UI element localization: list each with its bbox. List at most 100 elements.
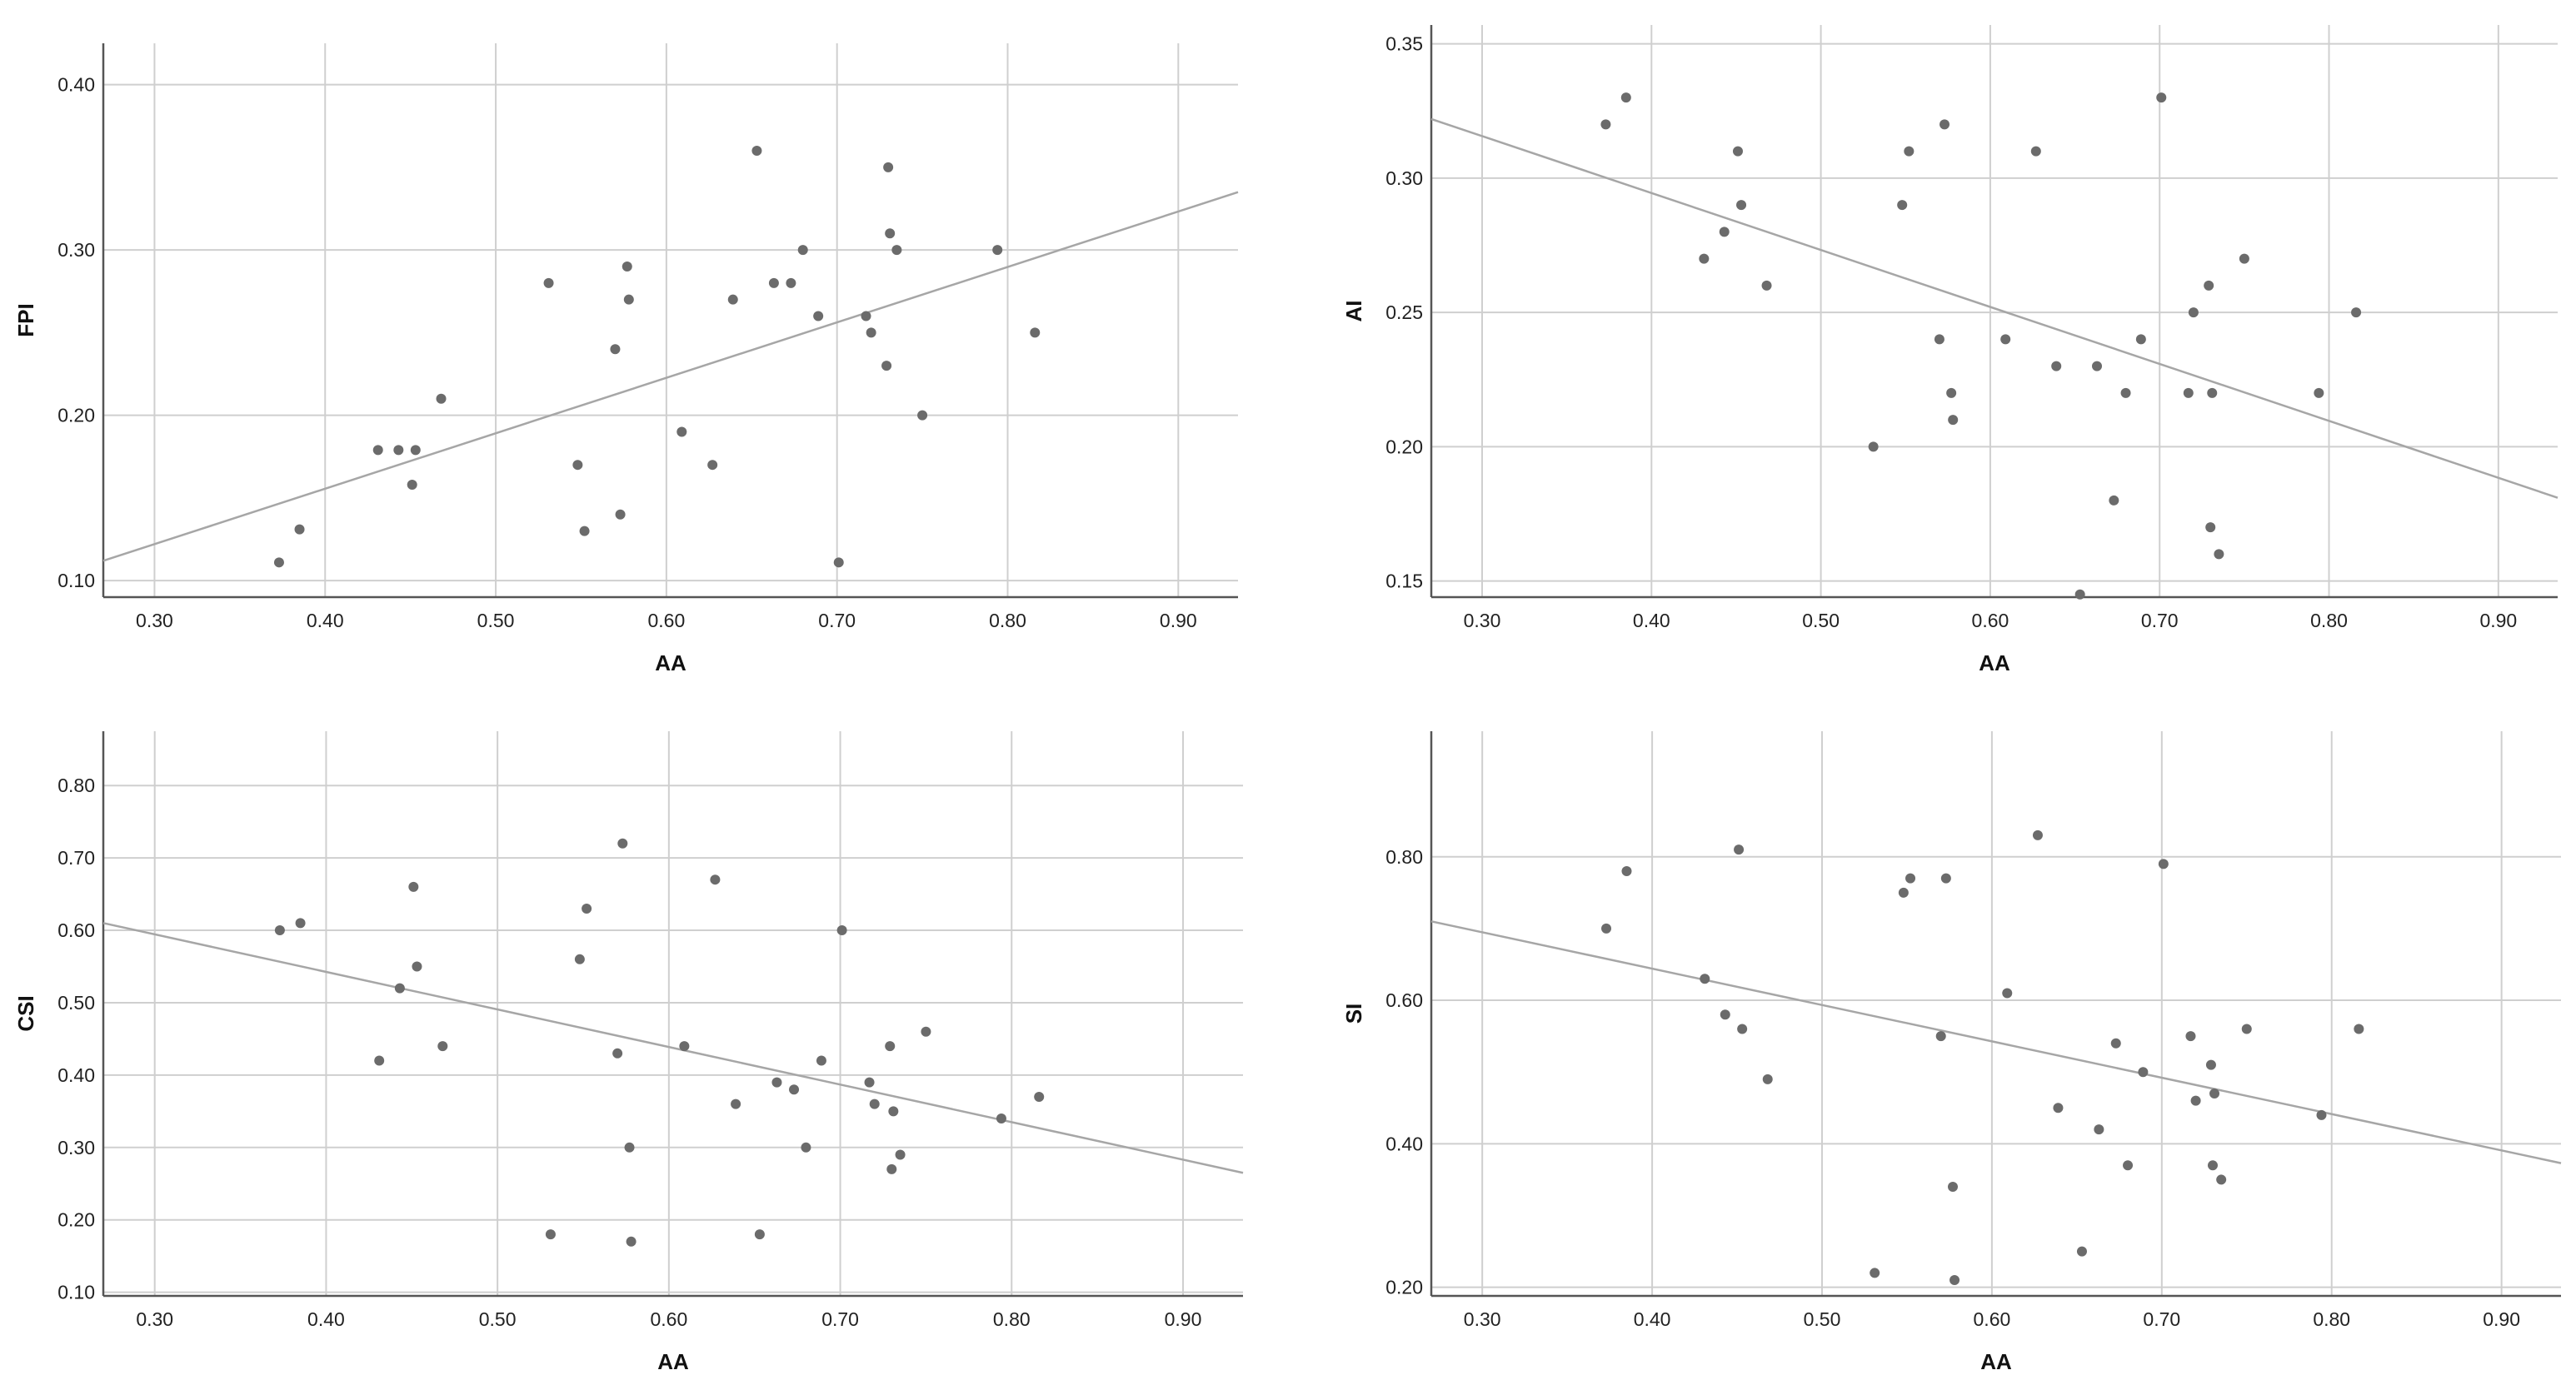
x-tick-label: 0.40 [307,1308,345,1330]
data-point [2051,361,2062,371]
data-point [1904,146,1915,157]
data-point [2109,495,2119,506]
y-tick-label: 0.20 [57,1209,95,1231]
y-tick-label: 0.40 [57,1064,95,1086]
data-point [393,445,404,456]
data-point [2123,1160,2134,1171]
y-tick-label: 0.50 [57,992,95,1014]
x-tick-label: 0.80 [2310,610,2348,631]
y-tick-label: 0.60 [57,919,95,941]
data-point [2204,280,2214,291]
data-point [883,162,894,172]
data-point [2000,334,2011,345]
data-point [2351,307,2362,318]
y-tick-label: 0.25 [1385,301,1423,323]
data-point [1898,887,1909,898]
y-axis-title: FPI [13,303,38,336]
data-point [676,426,687,437]
y-axis-title: CSI [13,995,38,1031]
data-point [2032,830,2043,840]
data-point [2030,146,2041,157]
data-point [707,460,718,471]
data-point [623,294,634,305]
data-point [1946,387,1957,398]
data-point [895,1149,906,1160]
x-tick-label: 0.70 [2143,1308,2180,1330]
data-point [626,1236,637,1247]
data-point [921,1026,931,1037]
panel-si-vs-aa: 0.20 0.40 0.60 0.80 0.30 0.40 0.50 0.60 0.70 0.80… [1341,731,2562,1374]
data-point [836,925,847,936]
data-point [869,1099,880,1109]
data-point [295,918,306,929]
x-tick-label: 0.30 [1464,1308,1501,1330]
data-point [2110,1038,2121,1049]
data-point [582,903,592,914]
x-tick-label: 0.90 [1160,610,1197,631]
data-point [407,480,417,491]
data-point [917,410,928,421]
x-tick-label: 0.70 [821,1308,859,1330]
data-point [888,1106,899,1117]
data-point [2002,988,2013,999]
data-point [789,1084,800,1095]
panel-fpi-vs-aa: 0.10 0.20 0.30 0.40 0.30 0.40 0.50 0.60 0.70 0.80… [13,43,1239,675]
x-tick-label: 0.50 [477,610,515,631]
y-tick-label: 0.20 [1385,436,1423,457]
data-point [2053,1103,2064,1113]
data-point [612,1048,623,1059]
data-point [786,277,796,288]
y-tick-label: 0.30 [1385,167,1423,189]
data-point [374,1055,385,1066]
data-point [754,1229,765,1240]
data-point [274,925,285,936]
fit-line [1430,920,2562,1164]
data-point [2076,1246,2087,1257]
data-point [768,277,779,288]
data-point [992,245,1003,256]
y-tick-label: 0.80 [1385,846,1423,868]
y-tick-label: 0.20 [57,405,95,426]
data-point [1934,334,1944,345]
data-point [1935,1031,1946,1042]
x-tick-label: 0.40 [307,610,344,631]
data-point [1030,327,1041,338]
data-point [1762,1074,1773,1084]
x-tick-label: 0.80 [993,1308,1031,1330]
data-point [2205,1059,2216,1070]
data-point [996,1113,1006,1124]
x-tick-label: 0.30 [136,1308,173,1330]
x-tick-label: 0.40 [1634,1308,1671,1330]
data-point [1761,280,1772,291]
data-point [543,277,554,288]
data-point [617,838,628,849]
data-point [861,311,871,321]
data-point [1621,865,1632,876]
data-point [797,245,808,256]
data-point [885,1041,896,1052]
data-point [1897,200,1908,211]
data-point [410,445,421,456]
x-tick-label: 0.90 [1165,1308,1202,1330]
fit-line [102,191,1239,562]
data-point [751,146,762,157]
data-point [610,344,621,355]
data-point [866,327,876,338]
x-axis-title: AA [657,1349,689,1374]
data-point [1949,1275,1960,1286]
x-tick-label: 0.90 [2483,1308,2520,1330]
y-tick-label: 0.10 [57,1282,95,1303]
data-point [2354,1024,2364,1034]
data-point [622,261,632,272]
x-tick-label: 0.60 [650,1308,687,1330]
x-tick-label: 0.50 [479,1308,517,1330]
data-point [2207,1160,2218,1171]
data-point [437,1041,448,1052]
data-point [2316,1109,2327,1120]
data-point [294,524,305,535]
fit-line [102,922,1244,1174]
y-tick-label: 0.30 [57,1137,95,1158]
data-point [408,881,419,892]
x-tick-label: 0.90 [2479,610,2517,631]
